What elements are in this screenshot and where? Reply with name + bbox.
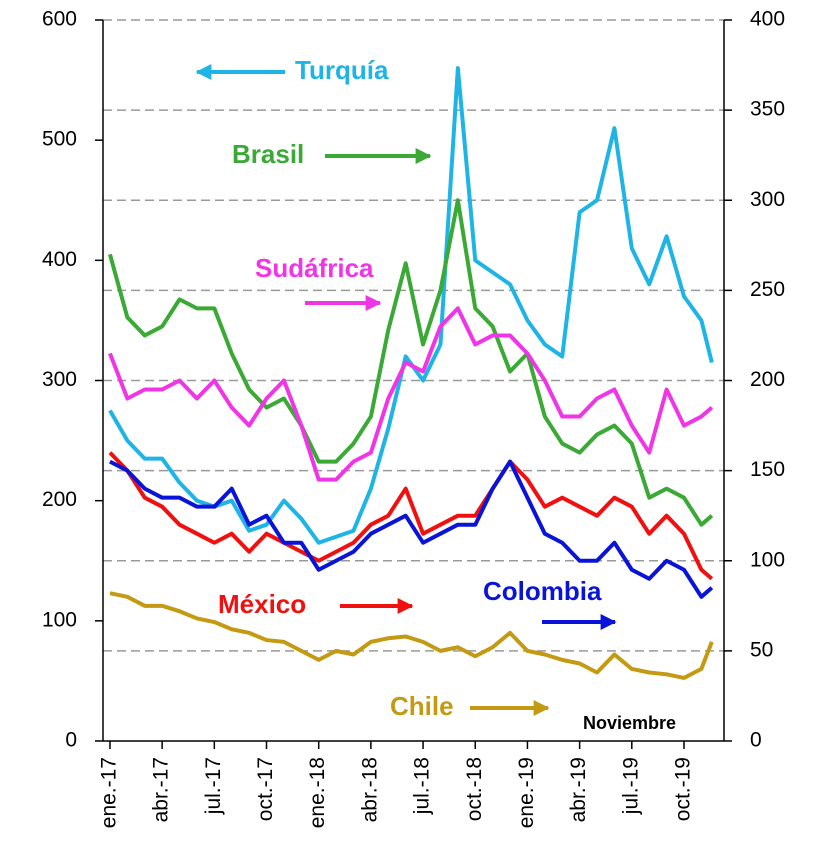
y-tick-label: 100 [42, 608, 77, 631]
x-tick-label: abr.-19 [567, 757, 590, 822]
x-tick-label: oct.-19 [672, 757, 695, 821]
series-label: Brasil [232, 139, 304, 169]
y2-tick-label: 400 [750, 8, 785, 31]
series-line [108, 451, 714, 581]
x-tick-label: abr.-18 [358, 757, 381, 822]
series-label: Turquía [295, 55, 389, 85]
series-label: México [218, 589, 306, 619]
x-tick-label: abr.-17 [150, 757, 173, 822]
x-tick-label: oct.-18 [463, 757, 486, 821]
plot: 0 50 100 150 200 250 300 350 400 0 100 200 300 400 500… [42, 8, 785, 829]
x-tick-label: jul.-18 [411, 757, 434, 815]
series-line [108, 198, 714, 527]
y-tick-label: 500 [42, 128, 77, 151]
x-tick-label: ene.-18 [306, 757, 329, 828]
y2-tick-label: 200 [750, 368, 785, 391]
y2-tick-label: 0 [750, 729, 762, 752]
series-line [108, 66, 714, 545]
series-label: Chile [390, 691, 454, 721]
y-tick-label: 0 [65, 729, 77, 752]
x-tick-label: ene.-19 [515, 757, 538, 828]
series-line [109, 591, 714, 680]
y2-tick-label: 350 [750, 98, 785, 121]
x-tick-label: oct.-17 [254, 757, 277, 821]
y2-tick-label: 100 [750, 548, 785, 571]
y-tick-label: 300 [42, 368, 77, 391]
y2-tick-label: 150 [750, 458, 785, 481]
y2-tick-label: 250 [750, 278, 785, 301]
x-tick-label: jul.-17 [202, 757, 225, 815]
annotation: Noviembre [583, 713, 676, 733]
y-tick-label: 400 [42, 248, 77, 271]
series-label: Colombia [483, 576, 602, 606]
arrows [195, 64, 617, 716]
x-tick-label: jul.-19 [619, 757, 642, 815]
y-tick-label: 200 [42, 488, 77, 511]
series-line [108, 306, 714, 482]
y2-tick-label: 300 [750, 188, 785, 211]
y-tick-label: 600 [42, 8, 77, 31]
series-line [109, 459, 714, 599]
x-tick-label: ene.-17 [98, 757, 121, 828]
series-label: Sudáfrica [255, 253, 374, 283]
y2-tick-label: 50 [750, 638, 773, 661]
